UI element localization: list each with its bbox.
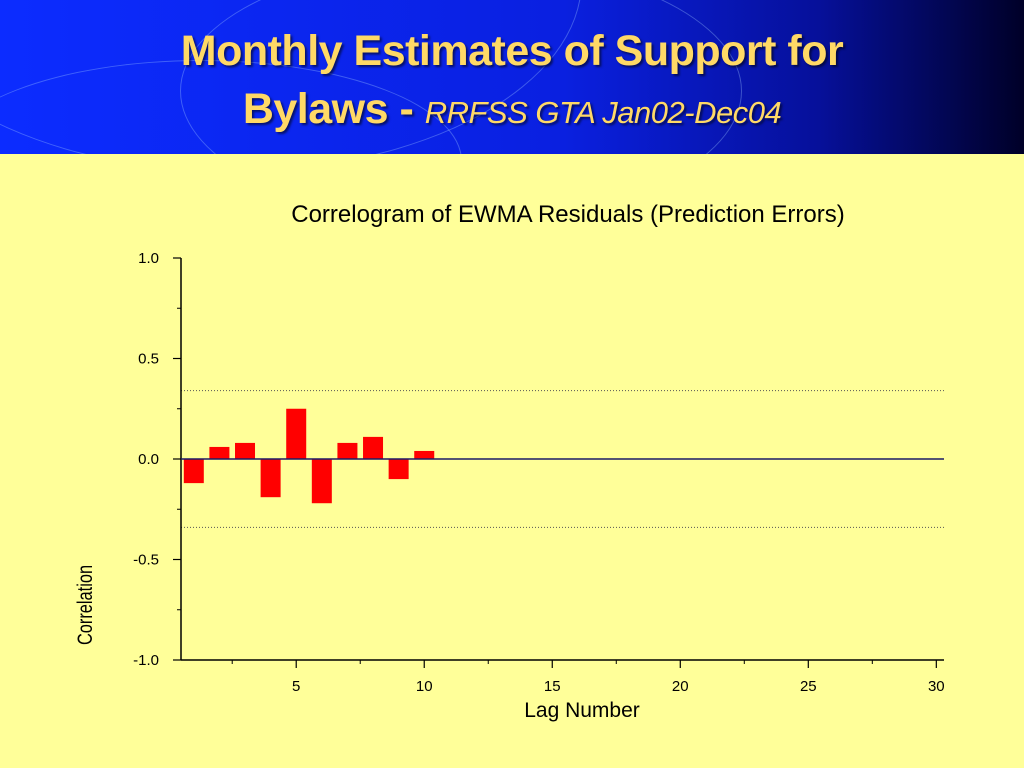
bar-lag-4 [260, 459, 281, 498]
correlogram-chart: Correlogram of EWMA Residuals (Predictio… [73, 201, 945, 722]
slide-title-line1: Monthly Estimates of Support for [180, 27, 844, 75]
bar-lag-6 [311, 459, 332, 504]
x-tick-label: 10 [416, 678, 433, 695]
slide-title: Monthly Estimates of Support for Bylaws … [0, 22, 1024, 142]
slide-subtitle: RRFSS GTA Jan02-Dec04 [424, 95, 782, 130]
bar-lag-7 [337, 442, 358, 459]
y-axis-label: Correlation [73, 565, 96, 645]
bar-lag-1 [183, 459, 204, 484]
bar-series [183, 408, 435, 504]
y-tick-label: -1.0 [133, 652, 159, 669]
x-tick-label: 30 [928, 678, 945, 695]
y-tick-label: 1.0 [138, 250, 159, 267]
bar-lag-2 [209, 446, 230, 459]
tick-marks: 1.0 0.5 0.0 -0.5 -1.0 5 10 15 20 25 30 [133, 250, 945, 695]
bar-lag-10 [414, 450, 435, 459]
y-tick-label: 0.5 [138, 351, 159, 368]
x-tick-label: 5 [292, 678, 300, 695]
slide-header: Monthly Estimates of Support for Bylaws … [0, 0, 1024, 154]
x-tick-label: 25 [800, 678, 817, 695]
y-tick-label: -0.5 [133, 552, 159, 569]
axes [180, 258, 944, 661]
y-tick-label: 0.0 [138, 451, 159, 468]
confidence-limits [181, 390, 944, 528]
x-tick-label: 20 [672, 678, 689, 695]
x-tick-label: 15 [544, 678, 561, 695]
slide-title-bylaws: Bylaws - [242, 85, 425, 133]
chart-title: Correlogram of EWMA Residuals (Predictio… [291, 201, 845, 228]
bar-lag-5 [286, 408, 307, 459]
bar-lag-8 [363, 436, 384, 459]
bar-lag-9 [388, 459, 409, 480]
slide-title-line2: Bylaws - RRFSS GTA Jan02-Dec04 [0, 80, 1024, 142]
x-axis-label: Lag Number [524, 699, 640, 722]
bar-lag-3 [235, 442, 256, 459]
